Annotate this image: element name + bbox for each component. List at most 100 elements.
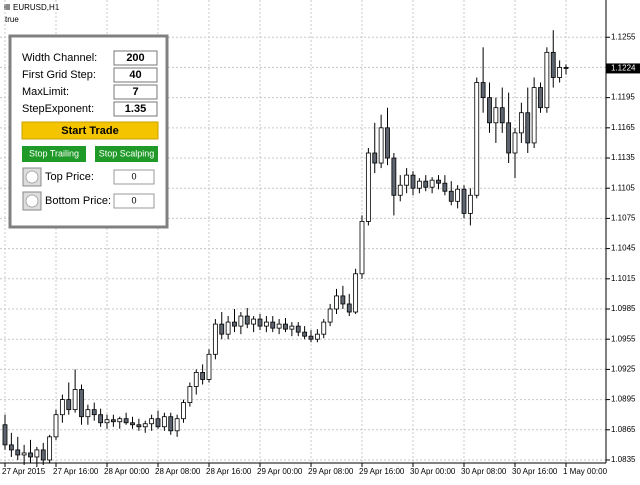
x-tick-label: 28 Apr 16:00 — [206, 467, 252, 476]
candle-body — [40, 449, 46, 461]
candle-body — [480, 82, 486, 99]
candle-body — [525, 112, 531, 144]
candle-body — [346, 303, 352, 313]
y-tick-label: 1.1165 — [611, 123, 635, 132]
candle-body — [404, 174, 410, 186]
y-tick-label: 1.1045 — [611, 244, 636, 253]
candle-body — [193, 372, 199, 387]
candle-body — [21, 452, 27, 456]
candle-body — [506, 122, 512, 154]
param-input[interactable] — [113, 50, 158, 66]
candle-body — [270, 321, 276, 329]
y-tick-label: 1.0865 — [611, 425, 636, 434]
y-tick-label: 1.0955 — [611, 334, 636, 343]
y-tick-label: 1.1105 — [611, 183, 635, 192]
x-tick-label: 28 Apr 00:00 — [104, 467, 150, 476]
candle-body — [423, 180, 429, 188]
candle-body — [257, 318, 263, 327]
x-tick-label: 30 Apr 00:00 — [410, 467, 456, 476]
stop-trailing-label: Stop Trailing — [29, 148, 79, 158]
stop-trailing-button[interactable] — [22, 146, 86, 162]
candle-body — [98, 414, 104, 424]
symbol-label: EURUSD,H1 — [13, 3, 60, 12]
y-tick-label: 1.1135 — [611, 153, 635, 162]
checkbox-radio[interactable] — [25, 194, 39, 208]
param-input[interactable] — [113, 84, 158, 100]
candle-body — [66, 399, 72, 411]
candle-body — [531, 87, 537, 144]
x-tick-label: 27 Apr 16:00 — [53, 467, 99, 476]
x-tick-label: 1 May 00:00 — [563, 467, 608, 476]
param-input[interactable] — [113, 101, 158, 117]
candle-body — [136, 424, 142, 428]
x-tick-label: 29 Apr 00:00 — [257, 467, 303, 476]
candle-body — [544, 51, 550, 109]
candle-body — [397, 184, 403, 196]
candle-body — [340, 295, 346, 305]
candle-body — [563, 67, 569, 69]
status-label: true — [5, 15, 19, 24]
candle-body — [442, 182, 448, 192]
candle-body — [557, 67, 563, 78]
candle-body — [104, 419, 110, 424]
candle-body — [518, 112, 524, 134]
price-label: Top Price: — [45, 171, 94, 183]
price-input[interactable] — [113, 193, 155, 209]
candle-body — [467, 194, 473, 214]
price-input[interactable] — [113, 169, 155, 185]
candle-body — [283, 323, 288, 330]
candle-body — [8, 444, 14, 451]
control-panel: Width Channel: 200 First Grid Step: 40 MaxLi… — [8, 34, 169, 229]
candle-body — [302, 331, 308, 337]
candle-body — [538, 87, 543, 109]
candle-body — [181, 402, 186, 420]
candle-body — [174, 418, 180, 432]
stop-scalping-label: Stop Scalping — [99, 148, 155, 158]
start-trade-button[interactable] — [21, 121, 159, 140]
param-input[interactable] — [113, 67, 158, 83]
stop-scalping-button[interactable] — [95, 146, 158, 162]
candle-body — [200, 372, 206, 380]
start-trade-label: Start Trade — [61, 125, 118, 137]
x-tick-label: 27 Apr 2015 — [2, 467, 46, 476]
y-tick-label: 1.0925 — [611, 365, 636, 374]
candle-body — [34, 449, 40, 458]
param-label: First Grid Step: — [22, 69, 96, 81]
checkbox-radio[interactable] — [25, 170, 39, 184]
candle-body — [512, 132, 518, 154]
candle-body — [289, 325, 295, 330]
candle-body — [251, 318, 257, 325]
candle-body — [365, 152, 371, 222]
candle-body — [130, 422, 135, 426]
param-label: Width Channel: — [22, 52, 97, 64]
candle-body — [219, 323, 225, 335]
candle-body — [263, 321, 269, 327]
candle-body — [238, 315, 244, 327]
x-tick-label: 28 Apr 08:00 — [155, 467, 201, 476]
candle-body — [15, 449, 21, 456]
param-value: 200 — [126, 52, 144, 64]
candle-body — [353, 273, 359, 313]
candle-body — [212, 323, 218, 355]
candle-body — [59, 399, 65, 416]
candle-body — [416, 180, 422, 189]
candle-body — [499, 107, 505, 124]
candle-body — [85, 409, 91, 418]
candle-body — [225, 321, 231, 335]
candle-body — [295, 325, 301, 333]
candle-body — [91, 409, 97, 416]
candle-body — [550, 51, 556, 78]
y-tick-label: 1.0985 — [611, 304, 636, 313]
candle-body — [28, 452, 33, 458]
x-tick-label: 30 Apr 08:00 — [461, 467, 507, 476]
price-label: Bottom Price: — [45, 195, 111, 207]
candle-body — [206, 353, 212, 380]
param-label: MaxLimit: — [22, 86, 69, 98]
candle-body — [385, 127, 390, 159]
candle-body — [47, 436, 53, 461]
price-value: 0 — [131, 195, 136, 205]
candle-body — [308, 335, 314, 340]
candle-body — [493, 107, 499, 124]
candle-body — [168, 416, 174, 432]
param-value: 40 — [129, 69, 141, 81]
